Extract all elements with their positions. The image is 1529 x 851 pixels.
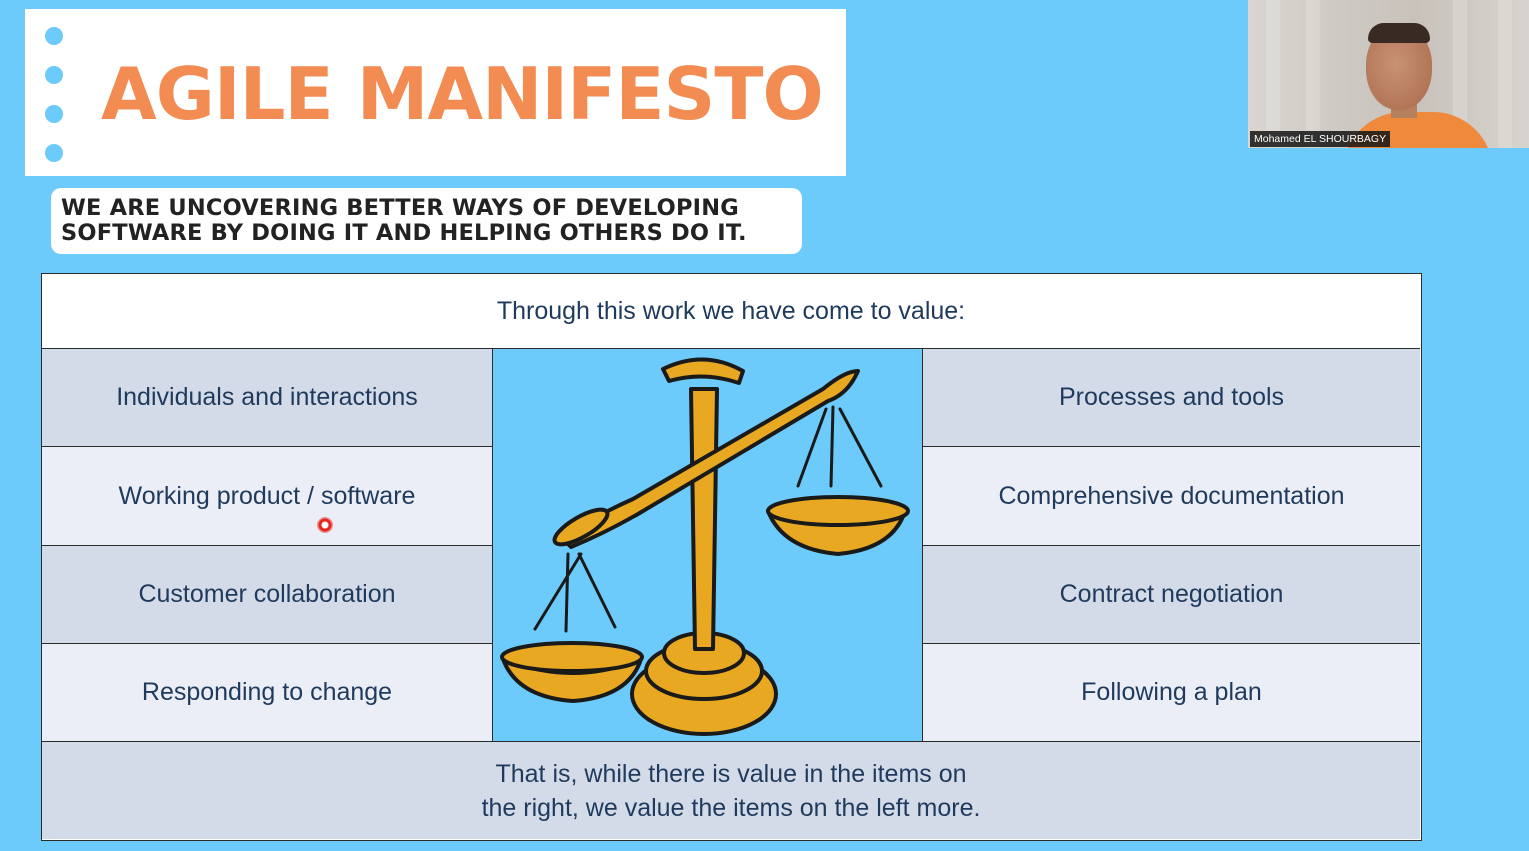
webcam-video-tile[interactable]: Mohamed EL SHOURBAGY: [1248, 0, 1529, 148]
table-header: Through this work we have come to value:: [42, 274, 1420, 349]
bullet-dot: [45, 66, 63, 84]
footer-line: the right, we value the items on the lef…: [481, 793, 981, 822]
bullet-dot: [45, 144, 63, 162]
values-table: Through this work we have come to value:…: [41, 273, 1422, 841]
value-right-documentation: Comprehensive documentation: [922, 447, 1420, 546]
value-left-customer-collaboration: Customer collaboration: [42, 546, 493, 644]
balance-scale-icon: [500, 357, 910, 736]
curtain-fold: [1453, 0, 1467, 148]
slide-subtitle: WE ARE UNCOVERING BETTER WAYS OF DEVELOP…: [51, 188, 802, 254]
table-footer: That is, while there is value in the ite…: [42, 742, 1420, 839]
participant-name-label: Mohamed EL SHOURBAGY: [1250, 131, 1391, 147]
laser-pointer-icon: [317, 517, 333, 533]
curtain-fold: [1306, 0, 1320, 148]
bullet-dot: [45, 105, 63, 123]
participant-hair: [1368, 23, 1430, 43]
value-left-working-software: Working product / software: [42, 447, 493, 546]
balance-scale-image: [493, 349, 922, 742]
curtain-fold: [1266, 0, 1280, 148]
curtain-fold: [1498, 0, 1512, 148]
slide-title: AGILE MANIFESTO: [101, 52, 824, 136]
subtitle-line: WE ARE UNCOVERING BETTER WAYS OF DEVELOP…: [61, 195, 739, 221]
title-banner: AGILE MANIFESTO: [25, 9, 846, 176]
value-right-contract-negotiation: Contract negotiation: [922, 546, 1420, 644]
value-left-responding-to-change: Responding to change: [42, 644, 493, 742]
bullet-dot: [45, 27, 63, 45]
value-left-individuals: Individuals and interactions: [42, 349, 493, 447]
value-right-processes-tools: Processes and tools: [922, 349, 1420, 447]
footer-line: That is, while there is value in the ite…: [495, 759, 967, 788]
value-right-following-plan: Following a plan: [922, 644, 1420, 742]
subtitle-line: SOFTWARE BY DOING IT AND HELPING OTHERS …: [61, 220, 747, 246]
